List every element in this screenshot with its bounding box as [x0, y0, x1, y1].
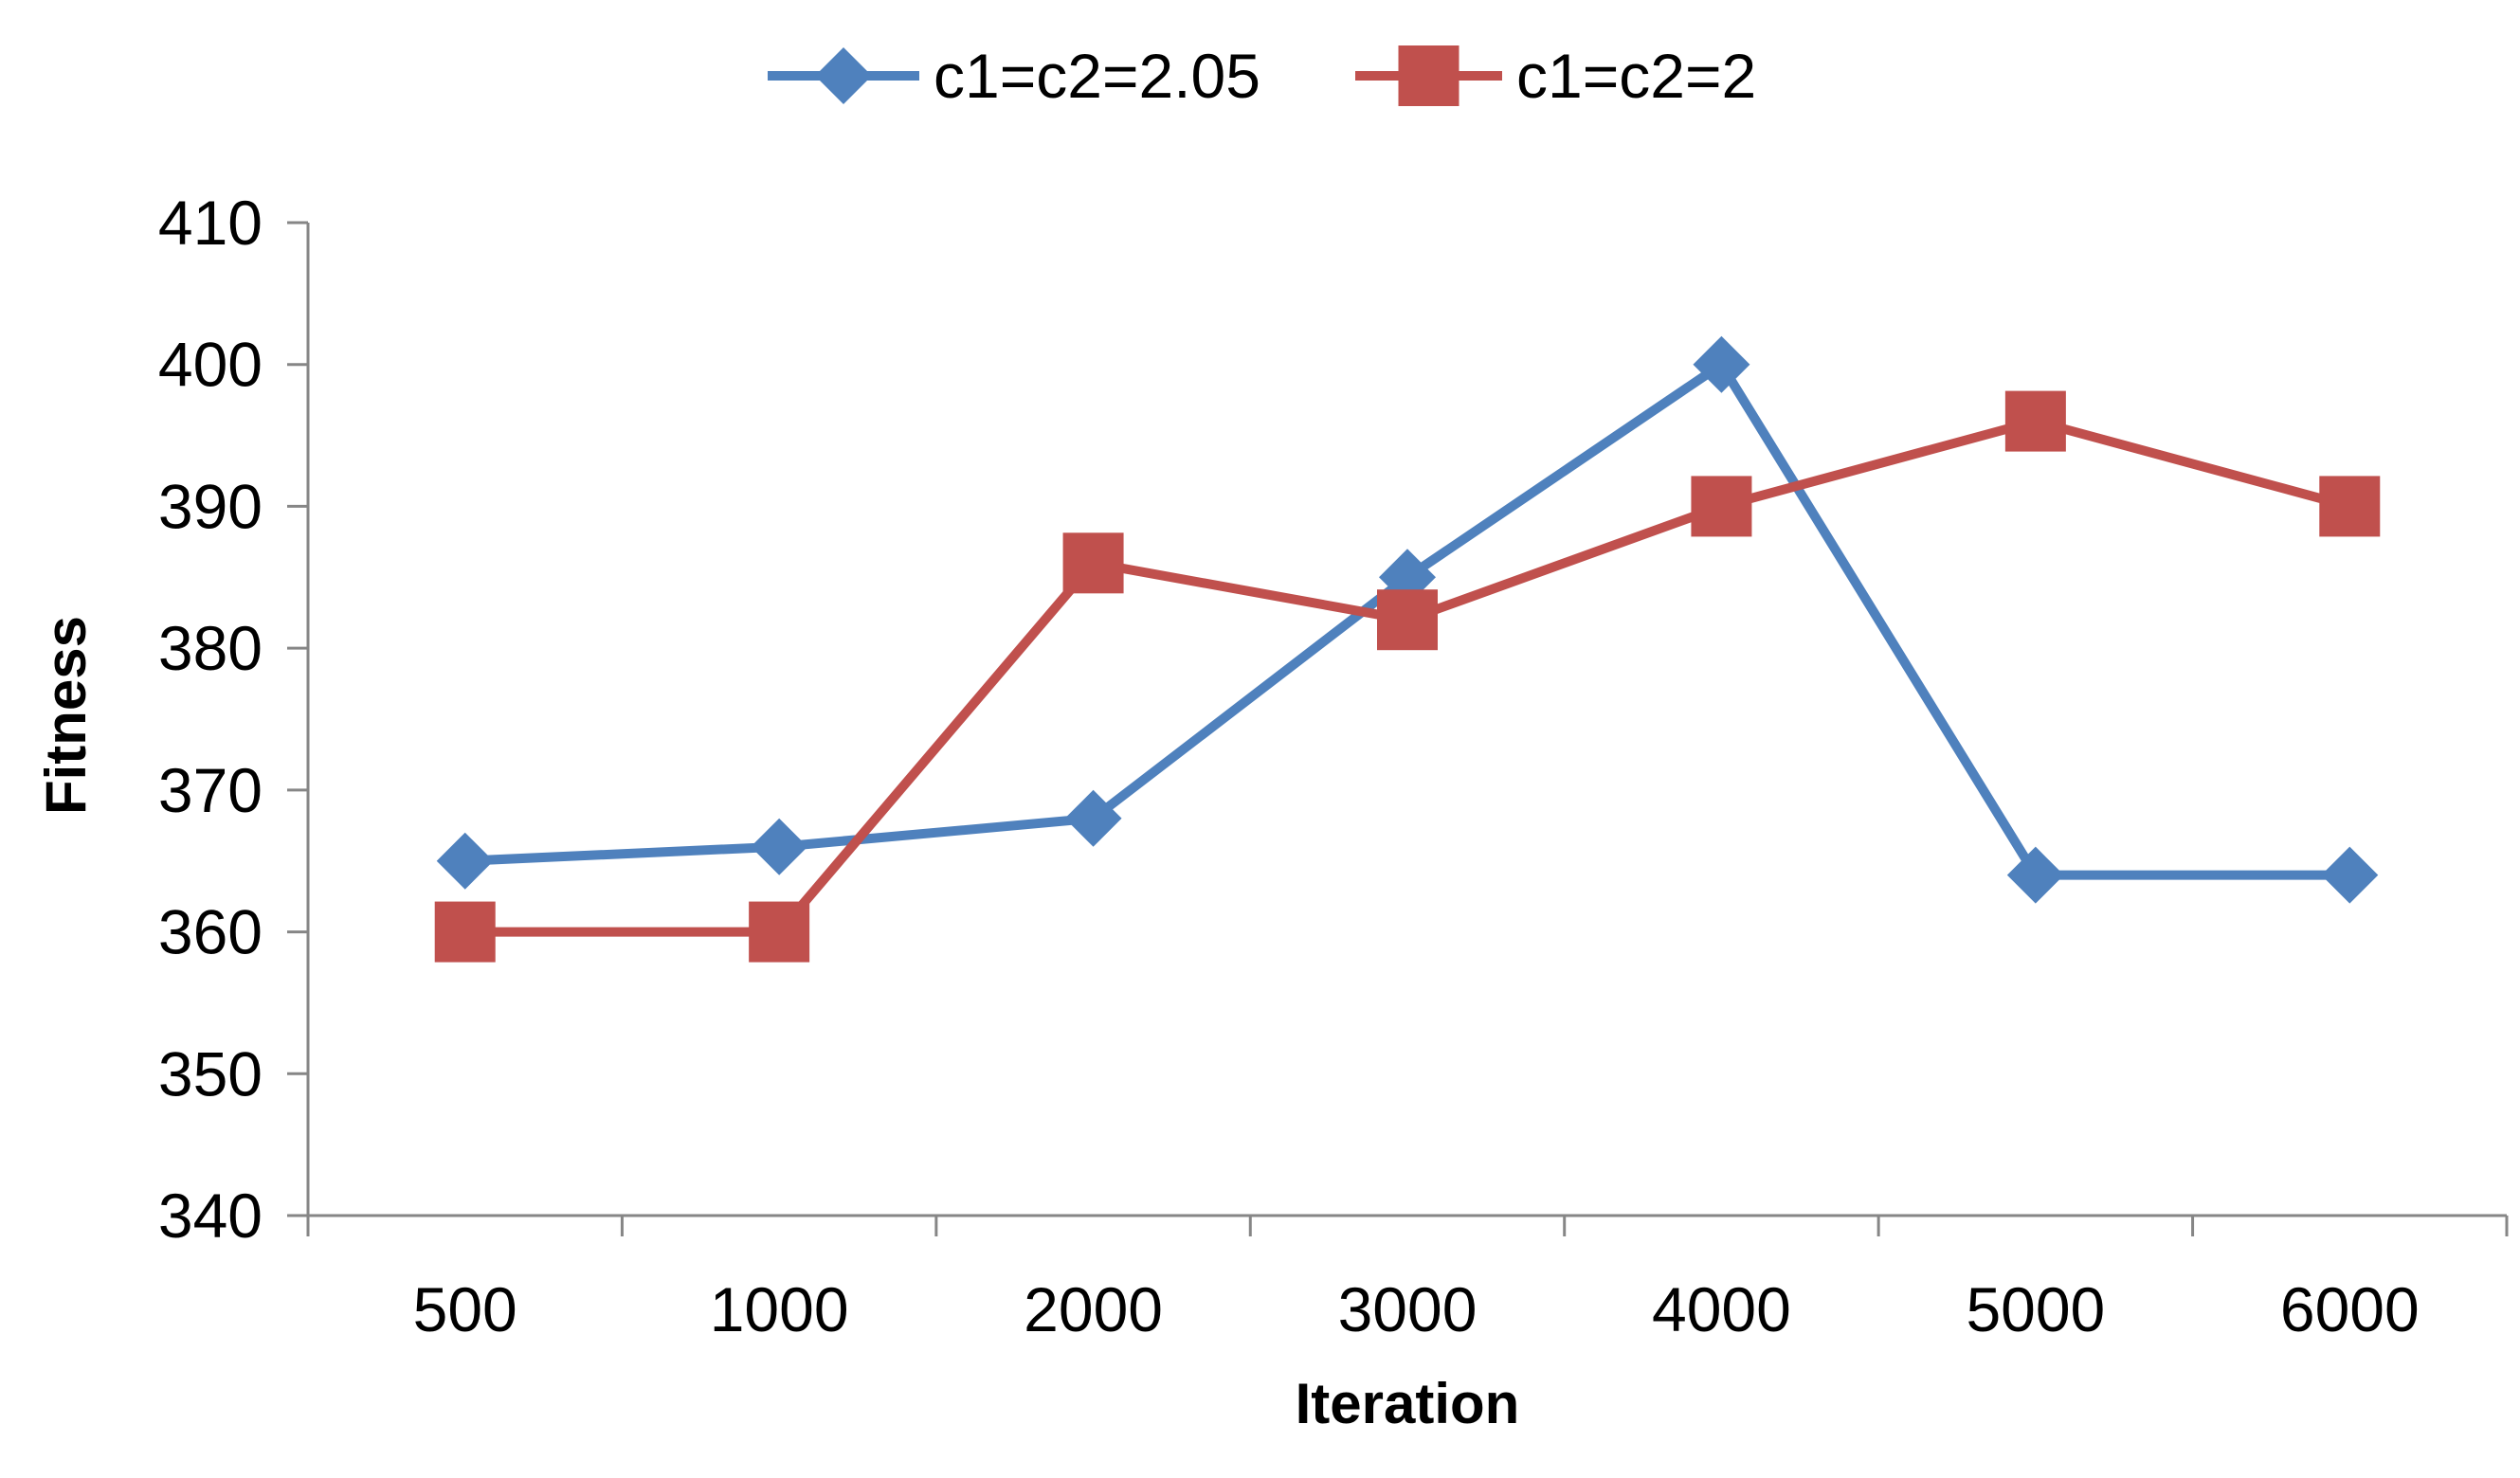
- x-tick-label: 3000: [1338, 1274, 1478, 1344]
- data-point: [1062, 532, 1124, 594]
- y-tick-label: 340: [158, 1181, 263, 1251]
- data-point: [1064, 789, 1122, 847]
- data-point: [751, 818, 808, 875]
- x-tick-label: 500: [413, 1274, 517, 1344]
- legend-marker: [815, 47, 872, 104]
- data-point: [749, 901, 810, 963]
- data-point: [436, 832, 494, 890]
- data-point: [2321, 846, 2379, 904]
- x-tick-label: 2000: [1024, 1274, 1163, 1344]
- data-point: [2004, 390, 2066, 452]
- legend-marker: [1398, 45, 1459, 106]
- y-tick-label: 410: [158, 188, 263, 258]
- legend: c1=c2=2.05 c1=c2=2: [768, 41, 1756, 111]
- series-2: [434, 390, 2381, 963]
- data-point: [2319, 476, 2381, 537]
- legend-label: c1=c2=2.05: [934, 41, 1260, 111]
- y-tick-label: 350: [158, 1038, 263, 1108]
- series-layer: [434, 335, 2381, 963]
- legend-label: c1=c2=2: [1516, 41, 1756, 111]
- data-point: [1693, 335, 1750, 393]
- data-point: [1691, 476, 1752, 537]
- y-axis-title: Fitness: [34, 616, 98, 815]
- x-tick-label: 6000: [2280, 1274, 2420, 1344]
- y-tick-label: 370: [158, 755, 263, 825]
- data-point: [2006, 846, 2064, 904]
- legend-item-2: c1=c2=2: [1355, 41, 1756, 111]
- x-axis-title: Iteration: [1296, 1372, 1520, 1435]
- series-1: [436, 335, 2379, 904]
- x-tick-label: 4000: [1652, 1274, 1791, 1344]
- data-point: [1377, 589, 1438, 651]
- series-line: [460, 416, 2355, 937]
- y-tick-label: 390: [158, 471, 263, 541]
- data-point: [434, 901, 496, 963]
- x-tick-label: 1000: [710, 1274, 849, 1344]
- y-tick-label: 400: [158, 330, 263, 400]
- x-tick-label: 5000: [1966, 1274, 2105, 1344]
- y-tick-label: 360: [158, 897, 263, 967]
- y-tick-label: 380: [158, 613, 263, 683]
- legend-item-1: c1=c2=2.05: [768, 41, 1260, 111]
- axes-layer: 340 350 360 370 380 390 400 410 500 1000 2000 3000 4…: [158, 188, 2509, 1344]
